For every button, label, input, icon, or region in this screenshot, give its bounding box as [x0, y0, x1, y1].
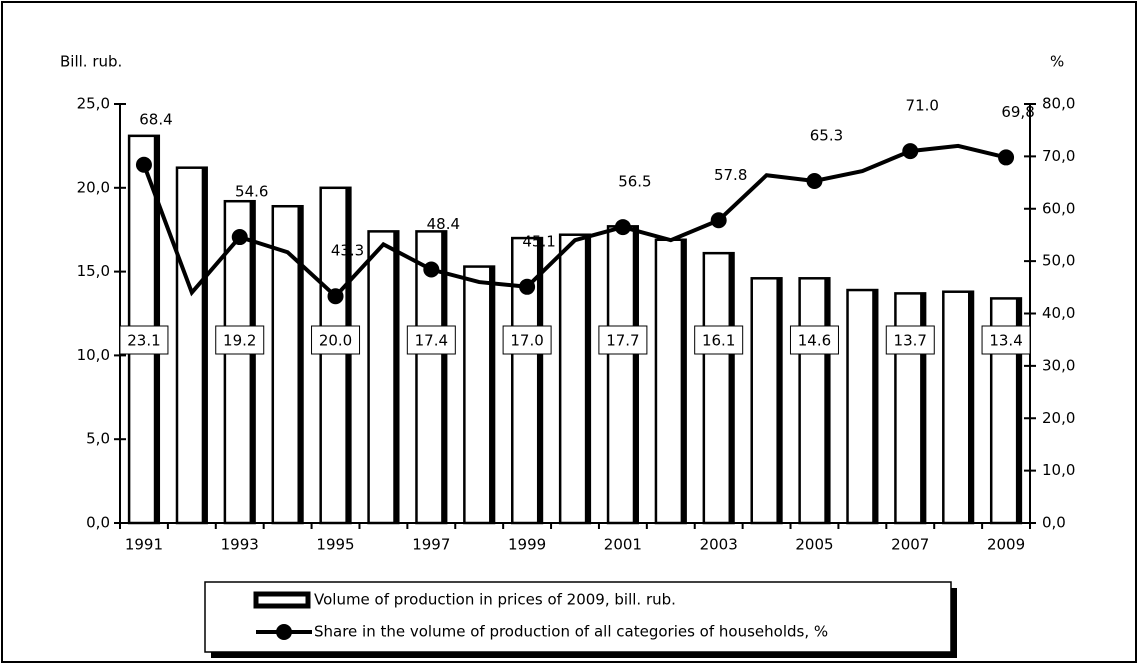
value-label: 23.1: [127, 332, 160, 350]
value-label: 16.1: [702, 332, 735, 350]
bar-shadow: [776, 278, 782, 523]
line-marker: [327, 288, 344, 305]
x-tick-label: 1995: [316, 536, 354, 554]
y-tick-label: 20,0: [77, 178, 110, 196]
y2-tick-label: 40,0: [1042, 304, 1075, 322]
x-tick-label: 2003: [700, 536, 738, 554]
value-label-box: [694, 325, 744, 355]
value-label: 57.8: [714, 166, 747, 184]
bar-shadow: [728, 253, 734, 523]
value-label: 45.1: [522, 232, 555, 250]
legend-label: Volume of production in prices of 2009, …: [314, 591, 676, 609]
y2-tick-label: 20,0: [1042, 409, 1075, 427]
line-marker: [998, 149, 1015, 166]
value-label: 71.0: [906, 97, 939, 115]
x-tick-label: 2007: [891, 536, 929, 554]
bar-shadow: [824, 278, 830, 523]
value-label-box: [885, 325, 935, 355]
value-label: 17.7: [606, 332, 639, 350]
x-tick-label: 2009: [987, 536, 1025, 554]
value-label-box: [215, 325, 265, 355]
bar-shadow: [249, 201, 255, 523]
x-tick-label: 2001: [604, 536, 642, 554]
y-axis-label: Bill. rub.: [60, 53, 122, 71]
bar-shadow: [872, 290, 878, 523]
x-tick-label: 1991: [125, 536, 163, 554]
y-tick-label: 0,0: [86, 514, 110, 532]
x-tick-label: 1993: [221, 536, 259, 554]
value-label: 68.4: [139, 110, 172, 128]
line-marker: [614, 219, 631, 236]
value-label: 13.4: [989, 332, 1022, 350]
bar-shadow: [920, 293, 926, 523]
bar-shadow: [297, 206, 303, 523]
y2-tick-label: 70,0: [1042, 147, 1075, 165]
x-tick-label: 1997: [412, 536, 450, 554]
line-marker: [902, 143, 919, 160]
legend: [204, 581, 952, 653]
value-label: 14.6: [798, 332, 831, 350]
value-label: 20.0: [319, 332, 352, 350]
bar-shadow: [489, 266, 495, 523]
y2-tick-label: 30,0: [1042, 356, 1075, 374]
value-label: 56.5: [618, 173, 651, 191]
value-label: 54.6: [235, 183, 268, 201]
value-label: 48.4: [427, 215, 460, 233]
line-marker: [231, 229, 248, 246]
line-marker: [806, 172, 823, 189]
legend-swatch: [253, 591, 311, 609]
bar-shadow: [393, 231, 399, 523]
value-label-box: [406, 325, 456, 355]
value-label: 17.4: [415, 332, 448, 350]
y-tick-label: 5,0: [86, 430, 110, 448]
line-marker: [710, 212, 727, 229]
bar-shadow: [680, 239, 686, 524]
value-label: 69,8: [1001, 103, 1034, 121]
value-label-box: [119, 325, 169, 355]
y-tick-label: 15,0: [77, 262, 110, 280]
line-marker: [135, 156, 152, 173]
value-label-box: [311, 325, 361, 355]
x-tick-label: 1999: [508, 536, 546, 554]
value-label-box: [789, 325, 839, 355]
value-label: 43.3: [331, 242, 364, 260]
value-label: 13.7: [894, 332, 927, 350]
y2-tick-label: 10,0: [1042, 461, 1075, 479]
bar-shadow: [536, 238, 542, 523]
legend-label: Share in the volume of production of all…: [314, 623, 828, 641]
value-label-box: [502, 325, 552, 355]
y2-tick-label: 80,0: [1042, 95, 1075, 113]
y-tick-label: 25,0: [77, 95, 110, 113]
legend-swatch-marker: [276, 624, 292, 640]
value-label-box: [598, 325, 648, 355]
bar-shadow: [201, 167, 207, 524]
bar-shadow: [584, 234, 590, 523]
line-marker: [519, 278, 536, 295]
bar-shadow: [1015, 298, 1021, 523]
x-tick-label: 2005: [795, 536, 833, 554]
bar-shadow: [345, 187, 351, 524]
y2-axis-label: %: [1050, 53, 1064, 71]
y-tick-label: 10,0: [77, 346, 110, 364]
line-marker: [423, 261, 440, 278]
value-label: 19.2: [223, 332, 256, 350]
bar-shadow: [968, 291, 974, 523]
value-label-box: [981, 325, 1031, 355]
y2-tick-label: 60,0: [1042, 199, 1075, 217]
bar-shadow: [632, 226, 638, 523]
y2-tick-label: 0,0: [1042, 514, 1066, 532]
value-label: 65.3: [810, 126, 843, 144]
y2-tick-label: 50,0: [1042, 252, 1075, 270]
bar-shadow: [441, 231, 447, 523]
value-label: 17.0: [510, 332, 543, 350]
line: [142, 143, 1007, 300]
